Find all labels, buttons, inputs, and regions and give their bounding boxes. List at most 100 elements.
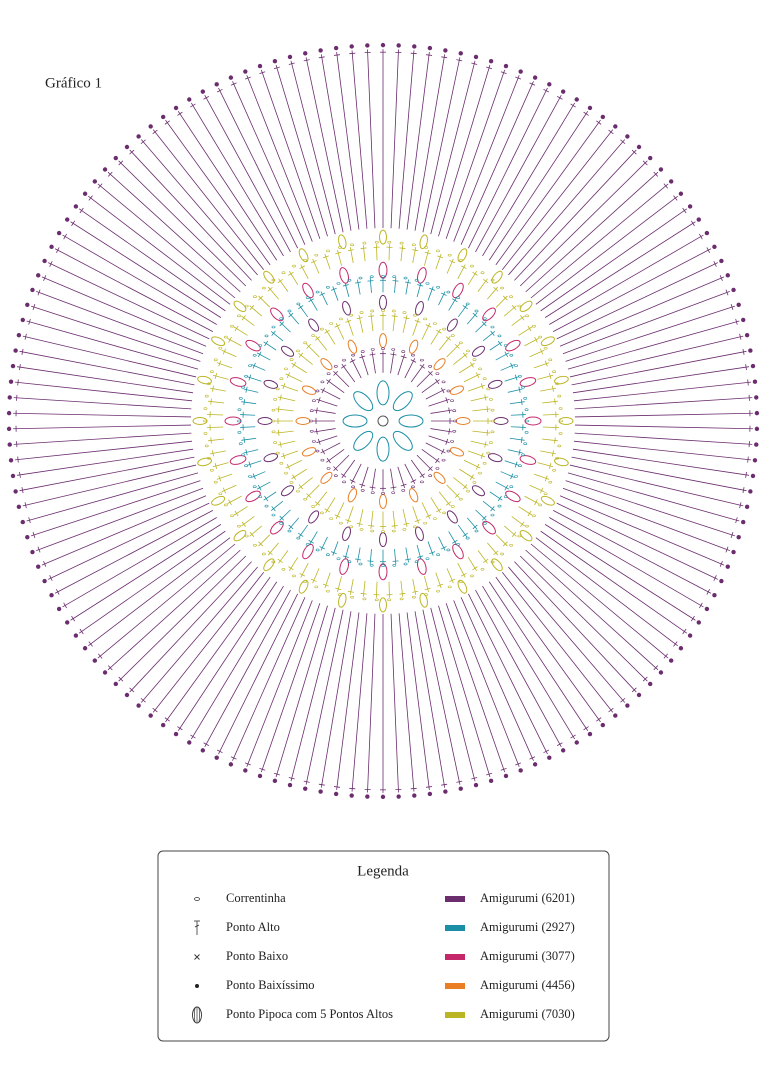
slip-stitch [658, 670, 664, 675]
stitch [571, 350, 747, 386]
popcorn [482, 520, 496, 535]
stitch-top [391, 525, 398, 527]
slip-stitch [257, 773, 263, 779]
chain [309, 409, 314, 413]
stitch [267, 542, 279, 556]
popcorn [519, 455, 537, 465]
stitch-top [273, 772, 280, 776]
slip-stitch [365, 794, 370, 799]
chain [359, 311, 364, 314]
stitch-top [258, 295, 264, 301]
stitch [243, 449, 259, 454]
legend-label: Amigurumi (4456) [480, 978, 575, 992]
slip-stitch [731, 287, 736, 293]
stitch-top [277, 406, 280, 413]
chain [315, 548, 320, 552]
stitch-top [497, 495, 502, 502]
chain [441, 380, 446, 384]
chain [548, 480, 553, 484]
stitch-top [520, 436, 523, 443]
stitch-top [28, 318, 31, 325]
chain [351, 353, 355, 357]
stitch-top [267, 286, 273, 292]
chain [414, 278, 419, 282]
stitch-top [129, 149, 135, 155]
stitch [289, 556, 299, 571]
stitch-top [583, 726, 589, 731]
chain [503, 344, 508, 347]
slip-stitch [349, 793, 354, 798]
chain [209, 469, 214, 472]
chain [466, 489, 470, 493]
slip-stitch [65, 217, 70, 222]
stitch [508, 139, 626, 276]
slip-stitch [744, 332, 750, 338]
stitch-top [425, 514, 432, 518]
stitch-top [210, 437, 212, 444]
chain [452, 409, 457, 413]
stitch-top [234, 510, 239, 517]
stitch [332, 286, 339, 301]
stitch [251, 471, 266, 478]
stitch [559, 495, 725, 566]
stitch-top [534, 336, 538, 343]
symbol-popcorn-inner [194, 1007, 200, 1023]
stitch-top [288, 777, 295, 780]
slip-stitch [458, 786, 463, 791]
legend-box [157, 850, 610, 1042]
popcorn [320, 471, 333, 484]
popcorn [457, 248, 468, 263]
stitch-top [288, 271, 294, 276]
stitch-top [345, 320, 352, 323]
stitch-top [742, 487, 745, 494]
chain [509, 353, 514, 357]
stitch-top [520, 521, 525, 527]
slip-stitch [741, 317, 746, 323]
stitch-top [279, 394, 282, 401]
legend-label: Amigurumi (2927) [480, 920, 575, 934]
chain [339, 521, 343, 525]
stitch-top [310, 578, 317, 582]
stitch-top [739, 333, 742, 340]
chain [296, 536, 301, 540]
stitch-top [230, 756, 237, 760]
slip-stitch [625, 703, 630, 708]
popcorn [433, 358, 446, 371]
slip-stitch [668, 179, 674, 184]
chain [458, 341, 463, 345]
stitch-top [390, 486, 397, 489]
stitch [422, 57, 461, 233]
popcorn [320, 358, 333, 371]
stitch-top [277, 279, 283, 284]
popcorn [229, 377, 247, 387]
stitch-top [326, 378, 331, 385]
stitch-top [271, 506, 276, 512]
popcorn [540, 336, 555, 347]
stitch-top [456, 59, 463, 62]
legend-label: Ponto Baixíssimo [226, 978, 315, 992]
slip-stitch [625, 134, 630, 139]
slip-stitch [443, 48, 448, 53]
chain [450, 505, 455, 508]
stitch [390, 49, 399, 229]
stitch [240, 426, 256, 428]
stitch [316, 398, 338, 407]
popcorn [270, 520, 284, 535]
chain [521, 453, 525, 457]
stitch [504, 305, 517, 317]
stitch [477, 550, 488, 564]
stitch-top [414, 320, 421, 323]
stitch-top [314, 336, 321, 341]
chain [420, 480, 424, 484]
stitch-top [277, 558, 283, 563]
chain [209, 370, 214, 373]
slip-stitch [113, 681, 118, 687]
stitch-top [631, 149, 637, 155]
popcorn [301, 447, 317, 457]
stitch [267, 286, 279, 300]
stitch [468, 593, 548, 755]
stitch [416, 544, 422, 560]
popcorn [211, 495, 226, 506]
stitch-top [243, 399, 246, 406]
chain [450, 334, 455, 337]
